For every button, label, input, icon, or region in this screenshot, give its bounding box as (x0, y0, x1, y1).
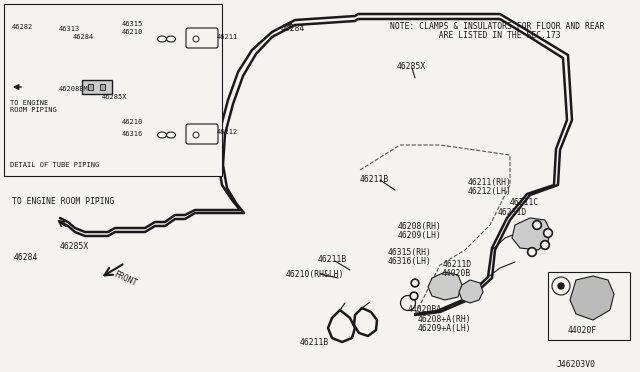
Text: 46316(LH): 46316(LH) (388, 257, 432, 266)
Text: ARE LISTED IN THE SEC.173: ARE LISTED IN THE SEC.173 (390, 31, 561, 40)
Text: 46211: 46211 (217, 34, 238, 40)
Text: 46212: 46212 (217, 129, 238, 135)
Text: FRONT: FRONT (112, 270, 138, 288)
Circle shape (411, 279, 419, 287)
Text: 46211B: 46211B (360, 175, 389, 184)
Text: 46212(LH): 46212(LH) (468, 187, 512, 196)
Bar (88, 84, 93, 90)
Text: 46208+A(RH): 46208+A(RH) (418, 315, 472, 324)
Text: 44020B: 44020B (442, 269, 471, 278)
Bar (82, 80, 112, 94)
Text: 46285X: 46285X (102, 94, 127, 100)
Text: 46211B: 46211B (318, 255, 348, 264)
Text: 46208BM: 46208BM (59, 86, 89, 92)
Text: 46211D: 46211D (498, 208, 527, 217)
Text: 46211D: 46211D (443, 260, 472, 269)
Text: 46282: 46282 (12, 24, 33, 30)
Text: 46209(LH): 46209(LH) (398, 231, 442, 240)
Text: 46315: 46315 (122, 21, 143, 27)
Polygon shape (570, 276, 614, 320)
Text: 46210(RH&LH): 46210(RH&LH) (286, 270, 344, 279)
Text: 46285X: 46285X (397, 62, 426, 71)
Text: 46211C: 46211C (510, 198, 540, 207)
Text: 46284: 46284 (73, 34, 94, 40)
Text: 46210: 46210 (122, 29, 143, 35)
Circle shape (534, 222, 540, 228)
Circle shape (527, 247, 536, 257)
Text: 46210: 46210 (122, 119, 143, 125)
Circle shape (412, 294, 416, 298)
Text: NOTE: CLAMPS & INSULATORS FOR FLOOR AND REAR: NOTE: CLAMPS & INSULATORS FOR FLOOR AND … (390, 22, 605, 31)
Circle shape (543, 228, 552, 237)
FancyBboxPatch shape (186, 124, 218, 144)
Circle shape (410, 292, 418, 300)
Text: 46315(RH): 46315(RH) (388, 248, 432, 257)
Text: 46313: 46313 (59, 26, 80, 32)
Text: 44020BA: 44020BA (408, 305, 442, 314)
Text: 44020F: 44020F (568, 326, 597, 335)
Circle shape (532, 221, 541, 230)
Text: 46285X: 46285X (60, 242, 89, 251)
Circle shape (541, 241, 550, 250)
Text: 46284: 46284 (14, 253, 38, 262)
Text: 46284: 46284 (281, 24, 305, 33)
Text: 46209+A(LH): 46209+A(LH) (418, 324, 472, 333)
Text: J46203V0: J46203V0 (557, 360, 596, 369)
Circle shape (413, 281, 417, 285)
Text: 46316: 46316 (122, 131, 143, 137)
Polygon shape (512, 218, 550, 250)
Circle shape (545, 230, 551, 236)
Text: 46208(RH): 46208(RH) (398, 222, 442, 231)
Text: 46211(RH): 46211(RH) (468, 178, 512, 187)
Bar (100, 84, 105, 90)
Circle shape (542, 242, 548, 248)
Polygon shape (459, 280, 483, 303)
Circle shape (529, 249, 535, 255)
Text: DETAIL OF TUBE PIPING: DETAIL OF TUBE PIPING (10, 162, 99, 168)
Text: 46211B: 46211B (300, 338, 329, 347)
Text: TO ENGINE ROOM PIPING: TO ENGINE ROOM PIPING (12, 197, 115, 206)
Bar (548, 272, 630, 340)
Circle shape (558, 283, 564, 289)
FancyBboxPatch shape (186, 28, 218, 48)
Text: TO ENGINE
ROOM PIPING: TO ENGINE ROOM PIPING (10, 100, 57, 113)
Polygon shape (428, 272, 462, 300)
Bar (4, 4, 222, 176)
